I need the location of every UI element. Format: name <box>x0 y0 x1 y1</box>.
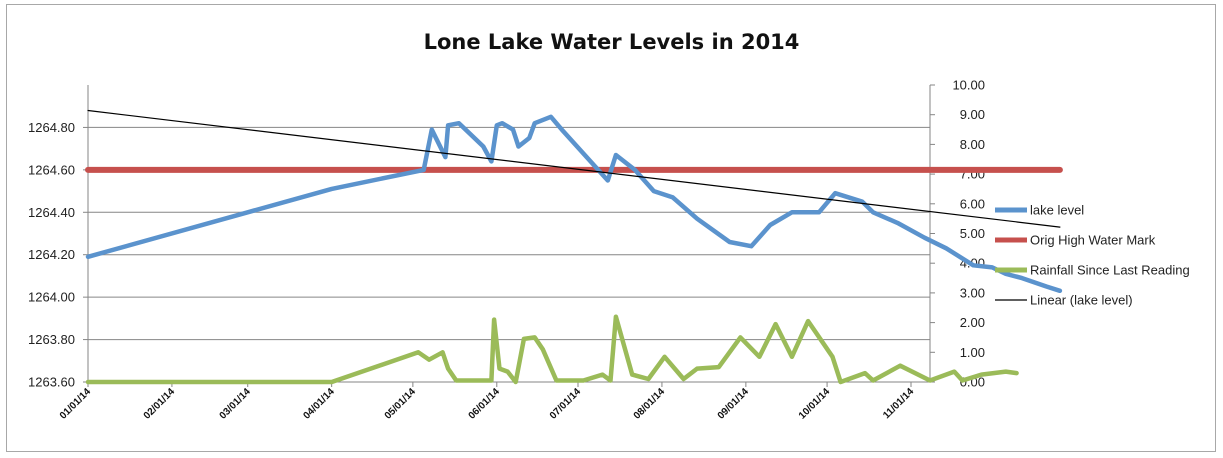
x-tick-label: 10/01/14 <box>797 386 833 422</box>
x-tick-label: 09/01/14 <box>716 386 752 422</box>
x-tick-label: 06/01/14 <box>467 386 503 422</box>
x-tick-label: 07/01/14 <box>548 386 584 422</box>
y-right-tick-label: 2.00 <box>960 315 985 330</box>
legend-label: Orig High Water Mark <box>1030 233 1156 248</box>
y-left-tick-label: 1263.80 <box>28 332 75 347</box>
series-line-lake-level <box>85 114 1063 294</box>
y-right-tick-label: 9.00 <box>960 107 985 122</box>
x-tick-label: 04/01/14 <box>301 386 337 422</box>
x-tick-label: 08/01/14 <box>632 386 668 422</box>
y-left-tick-label: 1264.40 <box>28 205 75 220</box>
x-tick-label: 03/01/14 <box>218 386 254 422</box>
legend-label: Rainfall Since Last Reading <box>1030 263 1190 278</box>
legend-label: lake level <box>1030 203 1084 218</box>
x-tick-label: 11/01/14 <box>881 386 916 421</box>
y-left-tick-label: 1264.20 <box>28 247 75 262</box>
y-right-tick-label: 5.00 <box>960 226 985 241</box>
x-tick-label: 01/01/14 <box>58 386 94 422</box>
y-right-tick-label: 10.00 <box>952 78 985 93</box>
legend-label: Linear (lake level) <box>1030 293 1133 308</box>
y-left-tick-label: 1264.00 <box>28 290 75 305</box>
x-tick-label: 02/01/14 <box>142 386 178 422</box>
y-right-tick-label: 1.00 <box>960 345 985 360</box>
series-line-rainfall-since-last-reading <box>85 314 1019 385</box>
y-right-tick-label: 6.00 <box>960 196 985 211</box>
series-line-linear-lake-level <box>87 109 1061 228</box>
y-right-tick-label: 3.00 <box>960 285 985 300</box>
chart-title: Lone Lake Water Levels in 2014 <box>423 30 800 54</box>
y-left-tick-label: 1264.80 <box>28 120 75 135</box>
y-left-tick-label: 1263.60 <box>28 375 75 390</box>
y-right-tick-label: 8.00 <box>960 137 985 152</box>
y-left-tick-label: 1264.60 <box>28 162 75 177</box>
x-tick-label: 05/01/14 <box>383 386 419 422</box>
